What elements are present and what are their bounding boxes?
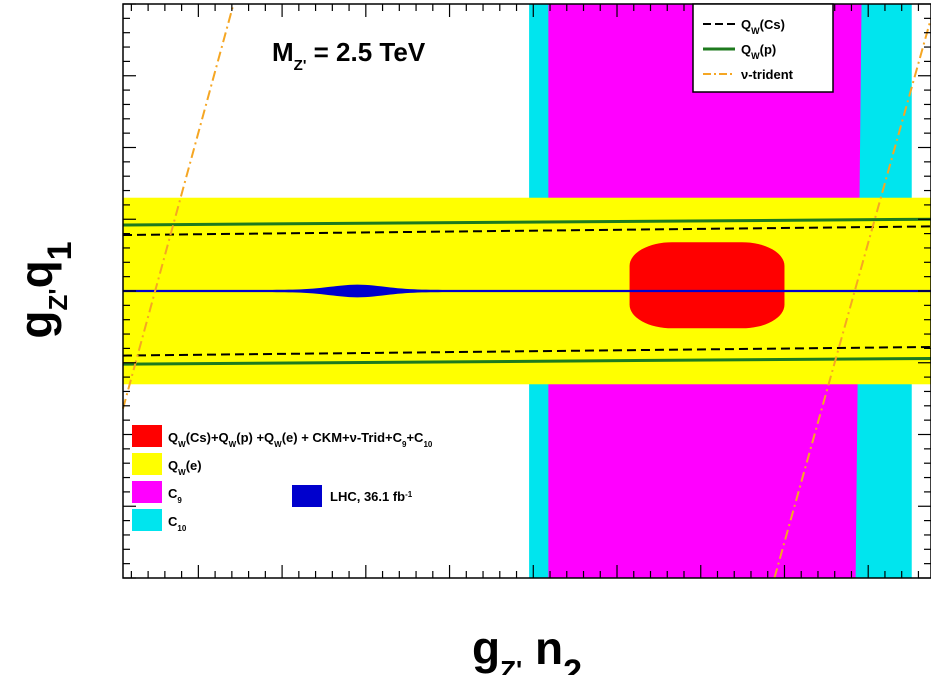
legend-swatch-3 xyxy=(132,509,162,531)
legend-label-2: ν-trident xyxy=(741,67,794,82)
curve-2-0 xyxy=(122,3,235,409)
legend-entry-3: C10 xyxy=(168,514,187,533)
legend-entry-2: C9 xyxy=(168,486,182,505)
curve-1-1 xyxy=(122,356,931,366)
mass-annotation: MZ' = 2.5 TeV xyxy=(272,37,426,74)
curves-layer xyxy=(122,3,931,579)
legend-entry-lhc: LHC, 36.1 fb-1 xyxy=(330,489,413,504)
x-axis-title: gZ' n2 xyxy=(472,622,582,675)
lhc-region xyxy=(123,284,931,298)
legends-layer: QW(Cs) QW(p) ν-trident QW(Cs)+QW(p) +QW(e) … xyxy=(132,3,834,533)
curve-0-0 xyxy=(122,225,931,237)
legend-top-right-box xyxy=(692,3,834,93)
legend-swatch-0 xyxy=(132,425,162,447)
legend-swatch-lhc xyxy=(292,485,322,507)
curve-0-1 xyxy=(122,345,931,357)
curve-1-0 xyxy=(122,217,931,227)
legend-entry-1: QW(e) xyxy=(168,458,202,477)
legend-entry-0: QW(Cs)+QW(p) +QW(e) + CKM+ν-Trid+C9+C10 xyxy=(168,430,433,449)
legend-swatch-2 xyxy=(132,481,162,503)
combined-allowed-region xyxy=(629,242,785,329)
legend-label-0: QW(Cs) xyxy=(741,17,785,36)
legend-swatch-1 xyxy=(132,453,162,475)
legend-label-1: QW(p) xyxy=(741,42,776,61)
curve-2-1 xyxy=(773,18,931,579)
titles-layer: MZ' = 2.5 TeV gZ' n2 gZ'q1 xyxy=(10,37,582,675)
ticks-layer xyxy=(123,3,931,579)
y-axis-title: gZ'q1 xyxy=(10,241,79,338)
